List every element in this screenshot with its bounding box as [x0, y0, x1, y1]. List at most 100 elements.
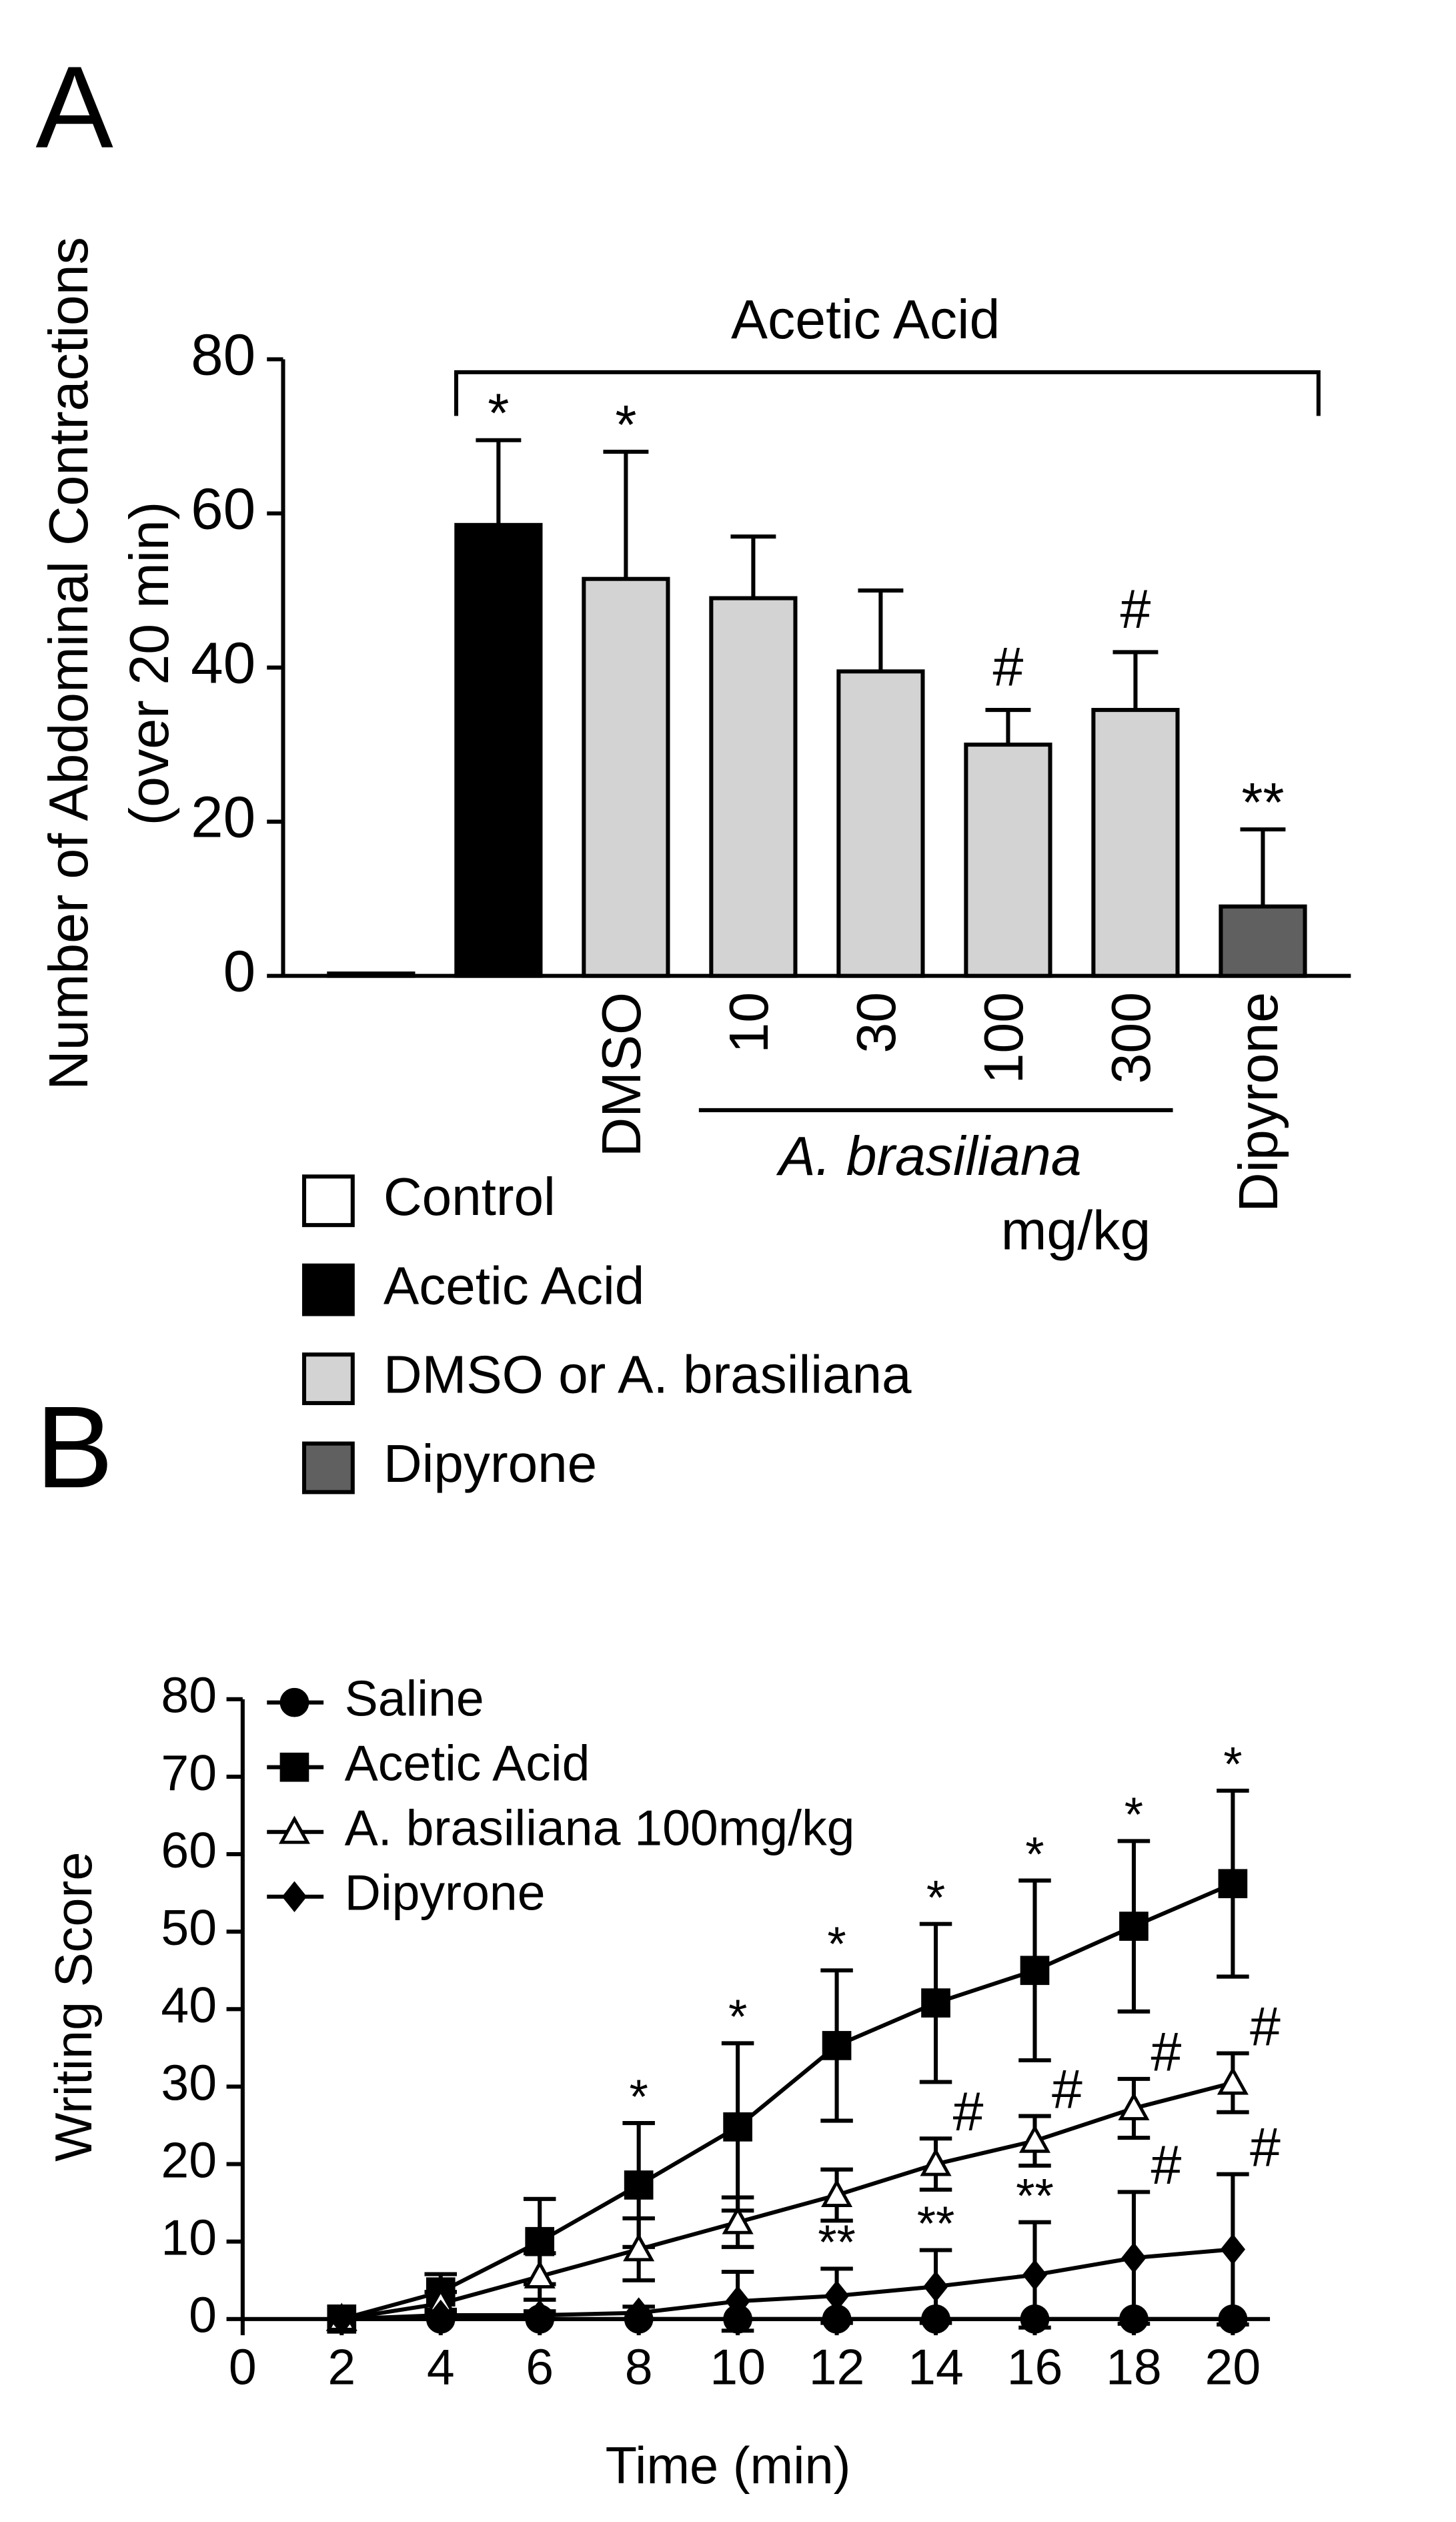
series-line — [341, 1881, 1234, 2321]
bar — [964, 743, 1052, 978]
unit-label: mg/kg — [1001, 1200, 1151, 1261]
marker — [821, 2178, 853, 2207]
x-tick-label: 100 — [973, 992, 1034, 1084]
panel-label: B — [35, 1382, 113, 1513]
legend-label: Acetic Acid — [384, 1256, 644, 1315]
y-tick-label: 40 — [191, 630, 255, 696]
bar — [454, 522, 543, 978]
marker — [279, 1687, 309, 1717]
bar — [1091, 708, 1180, 978]
y-tick-label: 60 — [161, 1822, 217, 1878]
x-tick-label: 6 — [526, 2339, 554, 2395]
x-tick-label: Dipyrone — [1228, 992, 1289, 1212]
marker — [1119, 1912, 1149, 1941]
marker — [722, 2206, 754, 2234]
significance-label: # — [1151, 2022, 1182, 2083]
x-tick-label: 10 — [718, 992, 780, 1054]
y-axis-label: (over 20 min) — [119, 502, 180, 826]
x-tick-label: 8 — [625, 2339, 653, 2395]
legend-label: A. brasiliana 100mg/kg — [345, 1800, 855, 1856]
marker — [279, 1752, 309, 1782]
x-tick-label: 0 — [229, 2339, 257, 2395]
y-tick-label: 30 — [161, 2054, 217, 2110]
marker — [824, 2280, 850, 2312]
legend-label: Dipyrone — [345, 1865, 546, 1921]
marker — [921, 1988, 950, 2018]
legend-label: Control — [384, 1167, 556, 1226]
bar — [582, 576, 670, 978]
x-axis-label: Time (min) — [606, 2437, 851, 2495]
y-tick-label: 0 — [223, 939, 256, 1004]
marker — [725, 2285, 750, 2317]
x-tick-label: 18 — [1106, 2339, 1162, 2395]
x-tick-label: 12 — [809, 2339, 865, 2395]
marker — [1018, 2124, 1051, 2153]
y-tick-label: 20 — [161, 2132, 217, 2188]
x-tick-label: 10 — [710, 2339, 766, 2395]
marker — [428, 2299, 454, 2331]
y-tick-label: 40 — [161, 1977, 217, 2033]
marker — [723, 2112, 752, 2142]
legend-label: DMSO or A. brasiliana — [384, 1345, 912, 1404]
significance-label: * — [629, 2070, 648, 2124]
significance-label: # — [992, 637, 1023, 698]
marker — [624, 2170, 654, 2200]
series-line — [341, 2247, 1233, 2321]
x-tick-label: DMSO — [591, 992, 652, 1157]
y-tick-label: 80 — [161, 1667, 217, 1723]
y-tick-label: 20 — [191, 785, 255, 850]
x-tick-label: 20 — [1205, 2339, 1261, 2395]
significance-label: * — [1025, 1827, 1044, 1881]
marker — [281, 1881, 307, 1913]
marker — [524, 2260, 556, 2288]
bar — [327, 971, 416, 978]
marker — [1220, 2234, 1246, 2265]
bar — [836, 669, 925, 978]
y-axis-label: Writing Score — [45, 1852, 103, 2162]
significance-label: * — [926, 1871, 945, 1925]
marker — [525, 2226, 555, 2256]
marker — [920, 2148, 952, 2176]
y-tick-label: 50 — [161, 1900, 217, 1956]
significance-label: ** — [917, 2197, 955, 2251]
marker — [329, 2303, 354, 2335]
significance-label: ** — [1241, 772, 1284, 833]
x-tick-label: 16 — [1007, 2339, 1063, 2395]
bracket — [454, 370, 1321, 416]
legend-label: Dipyrone — [384, 1434, 597, 1493]
group-label: A. brasiliana — [776, 1126, 1082, 1187]
significance-label: # — [1151, 2134, 1182, 2196]
y-tick-label: 0 — [189, 2287, 217, 2343]
x-tick-label: 14 — [908, 2339, 964, 2395]
significance-label: # — [1250, 1996, 1281, 2057]
y-tick-label: 60 — [191, 476, 255, 542]
legend-swatch — [301, 1352, 355, 1405]
marker — [1218, 1869, 1248, 1899]
significance-label: ** — [1016, 2169, 1054, 2223]
panel-label: A — [35, 43, 113, 173]
series-line — [341, 2080, 1234, 2321]
y-axis-label: Number of Abdominal Contractions — [38, 237, 99, 1090]
marker — [822, 2031, 852, 2060]
marker — [626, 2297, 652, 2329]
marker — [623, 2232, 655, 2262]
x-tick-label: 2 — [327, 2339, 355, 2395]
marker — [1118, 2092, 1150, 2120]
legend-label: Saline — [345, 1671, 484, 1727]
y-tick-label: 70 — [161, 1745, 217, 1801]
x-tick-label: 4 — [427, 2339, 455, 2395]
marker — [527, 2299, 552, 2331]
significance-label: # — [1250, 2117, 1281, 2178]
significance-label: * — [488, 383, 509, 444]
significance-label: # — [1052, 2058, 1082, 2120]
significance-label: # — [953, 2081, 984, 2142]
marker — [923, 2270, 948, 2302]
marker — [1022, 2259, 1048, 2290]
significance-label: * — [1223, 1737, 1242, 1791]
significance-label: * — [615, 394, 636, 456]
significance-label: * — [728, 1990, 747, 2044]
marker — [1020, 1956, 1050, 1986]
legend-label: Acetic Acid — [345, 1735, 590, 1791]
x-tick-label: 30 — [846, 992, 907, 1054]
